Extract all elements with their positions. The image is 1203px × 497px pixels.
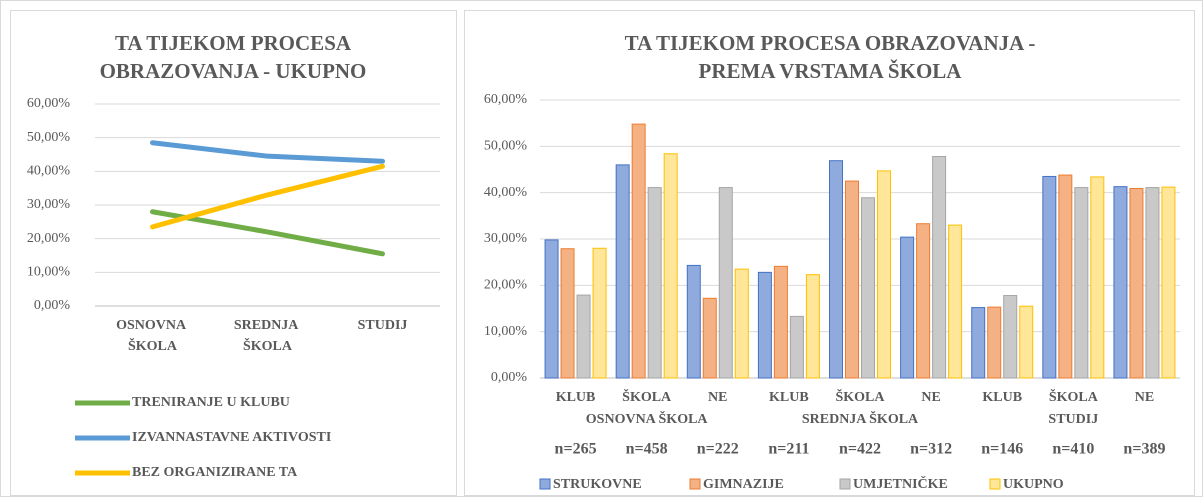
bar (773, 265, 788, 379)
x-tick-label: KLUB (982, 390, 1022, 405)
right-panel (464, 10, 1195, 496)
x-tick-label: ŠKOLA (835, 388, 885, 405)
legend-label: TRENIRANJE U KLUBU (132, 395, 290, 410)
bar (900, 236, 915, 379)
legend-swatch (989, 478, 1001, 490)
legend-swatch (689, 478, 701, 490)
bar (1003, 295, 1018, 379)
x-tick-label: KLUB (556, 390, 596, 405)
chart-title: OBRAZOVANJA - UKUPNO (100, 59, 367, 83)
bar (647, 187, 662, 379)
y-tick-label: 40,00% (27, 164, 71, 179)
y-tick-label: 20,00% (27, 231, 71, 246)
sample-size: n=312 (910, 441, 952, 458)
bar (702, 297, 717, 379)
legend-label: UKUPNO (1003, 477, 1064, 492)
sample-size: n=146 (981, 441, 1023, 458)
sample-size: n=265 (555, 441, 597, 458)
legend-label: GIMNAZIJE (703, 477, 784, 492)
legend-swatch (839, 478, 851, 490)
chart-title: TA TIJEKOM PROCESA (115, 31, 352, 55)
chart-title: PREMA VRSTAMA ŠKOLA (699, 59, 963, 83)
sample-size: n=410 (1052, 441, 1094, 458)
bar (686, 264, 701, 379)
bar (861, 197, 875, 379)
sample-size: n=389 (1123, 441, 1165, 458)
bar (1058, 174, 1073, 379)
y-tick-label: 30,00% (484, 231, 528, 246)
group-label: STUDIJ (1048, 412, 1098, 427)
y-tick-label: 50,00% (27, 130, 71, 145)
line-series (150, 163, 385, 230)
y-tick-label: 0,00% (491, 370, 528, 385)
y-tick-label: 60,00% (27, 96, 71, 111)
group-label: SREDNJA ŠKOLA (802, 410, 919, 427)
bar (789, 315, 804, 379)
y-tick-label: 10,00% (27, 265, 71, 280)
bar (829, 160, 843, 379)
left-panel (10, 10, 457, 496)
bar (663, 153, 678, 379)
bar (631, 123, 646, 379)
sample-size: n=458 (626, 441, 668, 458)
y-tick-label: 0,00% (34, 298, 71, 313)
bar (560, 248, 575, 379)
sample-size: n=211 (768, 441, 809, 458)
bar (1113, 186, 1128, 379)
bar (1161, 186, 1176, 379)
bar (1019, 305, 1034, 379)
x-tick-label: ŠKOLA (1049, 388, 1099, 405)
bar (987, 306, 1002, 379)
bar (734, 268, 749, 379)
legend-label: IZVANNASTAVNE AKTIVOSTI (132, 430, 331, 445)
sample-size: n=222 (697, 441, 739, 458)
bar (916, 223, 931, 379)
bar (948, 224, 963, 379)
y-tick-label: 20,00% (484, 278, 528, 293)
chart-title: TA TIJEKOM PROCESA OBRAZOVANJA - (625, 31, 1036, 55)
bar (592, 247, 607, 379)
bar (576, 294, 591, 379)
x-tick-label: NE (708, 390, 727, 405)
legend-label: STRUKOVNE (553, 477, 642, 492)
bar (718, 187, 733, 379)
bar (805, 274, 820, 379)
y-tick-label: 40,00% (484, 185, 528, 200)
y-tick-label: 10,00% (484, 324, 528, 339)
bar (1042, 175, 1057, 379)
bar (1090, 176, 1105, 379)
x-tick-label: ŠKOLA (622, 388, 672, 405)
x-tick-label: NE (1135, 390, 1154, 405)
sample-size: n=422 (839, 441, 881, 458)
bar (757, 271, 772, 379)
bar (615, 164, 630, 379)
legend-label: BEZ ORGANIZIRANE TA (132, 465, 298, 480)
bar (1074, 187, 1089, 379)
y-tick-label: 50,00% (484, 139, 528, 154)
y-tick-label: 30,00% (27, 197, 71, 212)
y-tick-label: 60,00% (484, 92, 528, 107)
group-label: OSNOVNA ŠKOLA (586, 410, 709, 427)
legend-swatch (539, 478, 551, 490)
x-tick-label: KLUB (769, 390, 809, 405)
bar (877, 170, 891, 379)
bar (544, 239, 559, 379)
bar (932, 156, 947, 379)
line-series (150, 140, 385, 164)
bar (1145, 187, 1160, 379)
bar (1129, 187, 1144, 379)
x-tick-label: STUDIJ (358, 318, 408, 333)
bar (971, 307, 986, 379)
bar (845, 180, 859, 379)
x-tick-label: SREDNJA ŠKOLA (234, 318, 301, 354)
x-tick-label: OSNOVNA ŠKOLA (116, 318, 189, 354)
x-tick-label: NE (921, 390, 940, 405)
legend-label: UMJETNIČKE (853, 475, 948, 492)
